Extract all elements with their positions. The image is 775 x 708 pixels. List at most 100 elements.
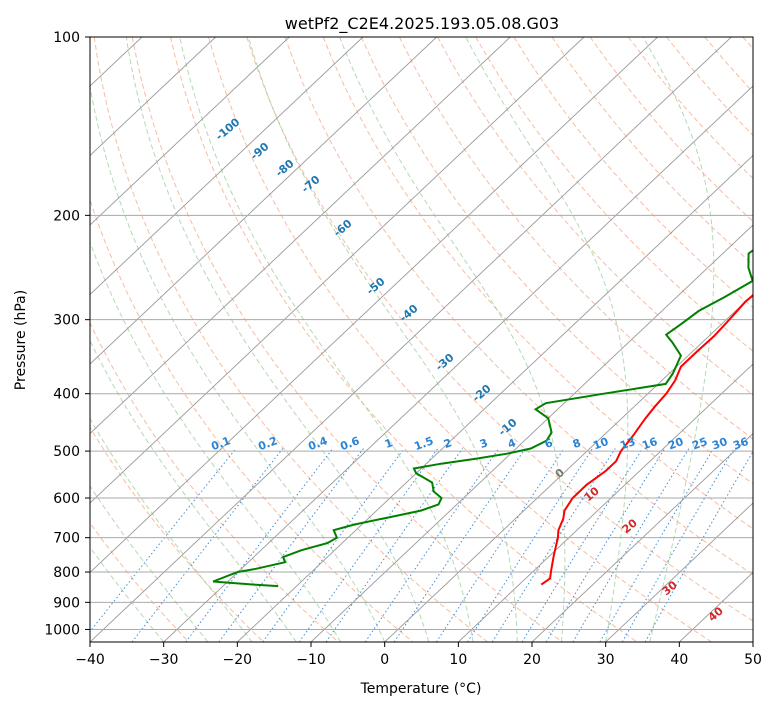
mixing-ratio-label: 30 bbox=[710, 435, 729, 453]
isotherm-line bbox=[163, 85, 753, 642]
dry-adiabat bbox=[360, 37, 753, 485]
y-tick-label: 300 bbox=[53, 313, 80, 329]
x-tick-label: 40 bbox=[670, 652, 688, 668]
x-tick-label: 0 bbox=[380, 652, 389, 668]
mixing-ratio-label: 36 bbox=[731, 435, 750, 453]
mixing-ratio-label: 0.4 bbox=[306, 434, 329, 453]
isotherm-line bbox=[90, 37, 364, 296]
mixing-ratio-line bbox=[467, 448, 594, 642]
mixing-ratio-label: 0.1 bbox=[209, 434, 232, 453]
x-tick-label: 10 bbox=[449, 652, 467, 668]
x-tick-label: −20 bbox=[223, 652, 253, 668]
annotation-labels: -100-90-80-70-60-50-40-30-20-10010203040… bbox=[209, 115, 750, 624]
temperature-line bbox=[540, 293, 753, 586]
y-tick-label: 800 bbox=[53, 565, 80, 581]
dry-adiabat-label: -30 bbox=[433, 351, 457, 374]
dry-adiabat bbox=[90, 426, 264, 642]
isotherm-line bbox=[90, 37, 511, 435]
y-axis-label: Pressure (hPa) bbox=[13, 290, 29, 390]
dry-adiabat-label: -20 bbox=[470, 382, 494, 405]
y-tick-label: 1000 bbox=[44, 622, 80, 638]
x-tick-label: 50 bbox=[744, 652, 762, 668]
mixing-ratio-label: 6 bbox=[543, 436, 555, 451]
mixing-ratio-label: 1 bbox=[383, 436, 395, 451]
plot-frame bbox=[89, 36, 754, 643]
dry-adiabat-label: -60 bbox=[331, 217, 355, 240]
mixing-ratio-label: 8 bbox=[571, 436, 583, 451]
mixing-ratio-label: 1.5 bbox=[412, 434, 435, 453]
x-axis: −40 −30 −20 −10 0 10 20 30 40 50 bbox=[75, 642, 762, 668]
chart-title: wetPf2_C2E4.2025.193.05.08.G03 bbox=[285, 14, 559, 34]
mixing-ratio-line bbox=[262, 448, 405, 642]
mixing-ratio-line bbox=[644, 450, 753, 642]
mixing-ratio-line bbox=[325, 448, 464, 642]
dry-adiabat bbox=[284, 37, 753, 576]
dry-adiabat bbox=[475, 37, 753, 352]
y-tick-label: 600 bbox=[53, 491, 80, 507]
isotherm-line bbox=[90, 37, 290, 226]
moist-adiabat bbox=[90, 417, 253, 642]
dry-adiabat bbox=[131, 37, 563, 642]
mixing-ratio-line bbox=[621, 448, 735, 642]
y-tick-label: 900 bbox=[53, 595, 80, 611]
dry-adiabat-label: -80 bbox=[273, 157, 297, 180]
mixing-ratio-label: 0.6 bbox=[338, 434, 361, 453]
moist-adiabat bbox=[90, 485, 209, 642]
moist-adiabat bbox=[339, 37, 566, 642]
x-tick-label: 20 bbox=[523, 652, 541, 668]
x-tick-label: −10 bbox=[296, 652, 326, 668]
mixing-ratio-line bbox=[298, 448, 439, 642]
dry-adiabat bbox=[437, 37, 753, 396]
mixing-ratio-line bbox=[185, 448, 334, 642]
moist-adiabat bbox=[90, 339, 297, 642]
isotherm-line bbox=[90, 37, 658, 574]
x-tick-label: −30 bbox=[149, 652, 179, 668]
dry-adiabat bbox=[208, 37, 712, 642]
dry-adiabat bbox=[398, 37, 753, 440]
x-axis-label: Temperature (°C) bbox=[360, 681, 482, 697]
mixing-ratio-line bbox=[521, 448, 644, 642]
dry-adiabat bbox=[551, 37, 753, 266]
y-tick-label: 200 bbox=[53, 208, 80, 224]
dry-adiabat bbox=[90, 321, 339, 642]
isotherm-line bbox=[310, 224, 753, 642]
dry-adiabat-label: -50 bbox=[364, 275, 388, 298]
y-tick-label: 100 bbox=[53, 30, 80, 46]
mixing-ratio-label: 25 bbox=[690, 435, 709, 452]
mixing-ratio-label: 10 bbox=[591, 435, 610, 453]
dry-adiabat bbox=[589, 37, 753, 223]
dry-adiabat-label: -70 bbox=[299, 173, 323, 196]
dry-adiabat bbox=[666, 37, 753, 137]
dry-adiabat-label: -10 bbox=[496, 416, 520, 439]
mixing-ratio-label: 2 bbox=[442, 436, 454, 451]
moist-adiabat bbox=[90, 83, 386, 642]
isotherm-line bbox=[605, 502, 753, 642]
dry-adiabat bbox=[704, 37, 753, 93]
dry-adiabat bbox=[513, 37, 753, 309]
background-lines bbox=[90, 37, 753, 642]
mixing-ratio-line bbox=[364, 448, 500, 642]
dry-adiabat-label: -40 bbox=[397, 302, 421, 325]
isotherm-line bbox=[384, 293, 753, 642]
moist-adiabat bbox=[247, 37, 518, 642]
series-group bbox=[212, 249, 753, 588]
isotherm-line bbox=[0, 37, 68, 642]
isotherm-line bbox=[458, 363, 753, 642]
mixing-ratio-line bbox=[218, 448, 364, 642]
mixing-ratio-label: 4 bbox=[506, 436, 518, 451]
y-tick-label: 500 bbox=[53, 444, 80, 460]
isotherm-line bbox=[237, 154, 753, 642]
x-tick-label: −40 bbox=[75, 652, 105, 668]
mixing-ratio-line bbox=[435, 448, 565, 642]
mixing-ratio-line bbox=[545, 448, 666, 642]
isotherm-line bbox=[90, 37, 732, 642]
mixing-ratio-line bbox=[90, 448, 237, 633]
dry-adiabat bbox=[742, 37, 753, 50]
dewpoint-line bbox=[212, 249, 753, 588]
mixing-ratio-label: 20 bbox=[666, 435, 685, 453]
isotherm-line bbox=[531, 432, 753, 642]
dry-adiabat-label: 30 bbox=[660, 578, 680, 598]
dry-adiabat bbox=[93, 37, 488, 642]
grid bbox=[0, 37, 753, 642]
moist-adiabat bbox=[642, 37, 715, 642]
